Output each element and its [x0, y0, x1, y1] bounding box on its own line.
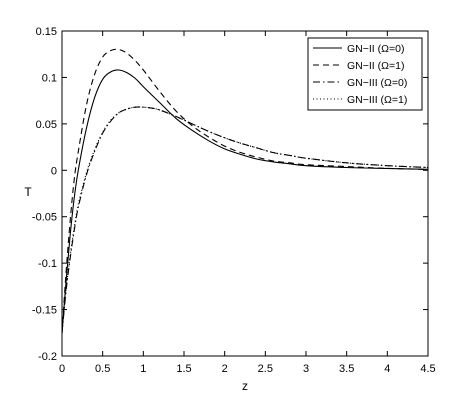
x-tick-label: 3	[303, 363, 309, 375]
series-line-2	[62, 48, 428, 333]
x-tick-label: 1.5	[176, 363, 191, 375]
legend-label: GN−II (Ω=1)	[347, 60, 404, 72]
x-tick-label: 0	[59, 363, 65, 375]
series-line-4	[62, 106, 428, 333]
x-axis-title: z	[242, 379, 248, 393]
axis-ticks: 0 0.5 1 1.5 2 2.5 3 3.5 4 4.5 0.15 0.1 0.05 0 -0.05 -0.…	[32, 26, 436, 375]
legend-label: GN−II (Ω=0)	[347, 43, 404, 55]
y-tick-label: -0.1	[38, 258, 57, 270]
legend-label: GN−III (Ω=0)	[347, 77, 407, 89]
y-axis-title: T	[24, 185, 32, 199]
y-tick-label: -0.05	[32, 212, 57, 224]
y-tick-label: 0.1	[42, 72, 57, 84]
plot-area	[61, 30, 429, 357]
x-tick-label: 1	[140, 363, 146, 375]
x-tick-label: 2.5	[258, 363, 273, 375]
series-line-1	[62, 69, 428, 333]
x-tick-label: 0.5	[95, 363, 110, 375]
y-tick-label: -0.15	[32, 305, 57, 317]
series-line-3	[62, 106, 428, 333]
x-tick-label: 3.5	[339, 363, 354, 375]
y-tick-label: 0.15	[36, 26, 57, 38]
legend-label: GN−III (Ω=1)	[347, 94, 407, 106]
x-tick-label: 4	[384, 363, 390, 375]
y-tick-label: 0	[51, 165, 57, 177]
legend-box	[307, 37, 423, 111]
legend: GN−II (Ω=0) GN−II (Ω=1) GN−III (Ω=0) GN−III…	[307, 37, 423, 111]
x-tick-label: 4.5	[420, 363, 435, 375]
x-tick-label: 2	[222, 363, 228, 375]
series-layer	[62, 48, 428, 333]
y-tick-label: -0.2	[38, 351, 57, 363]
y-tick-label: 0.05	[36, 119, 57, 131]
